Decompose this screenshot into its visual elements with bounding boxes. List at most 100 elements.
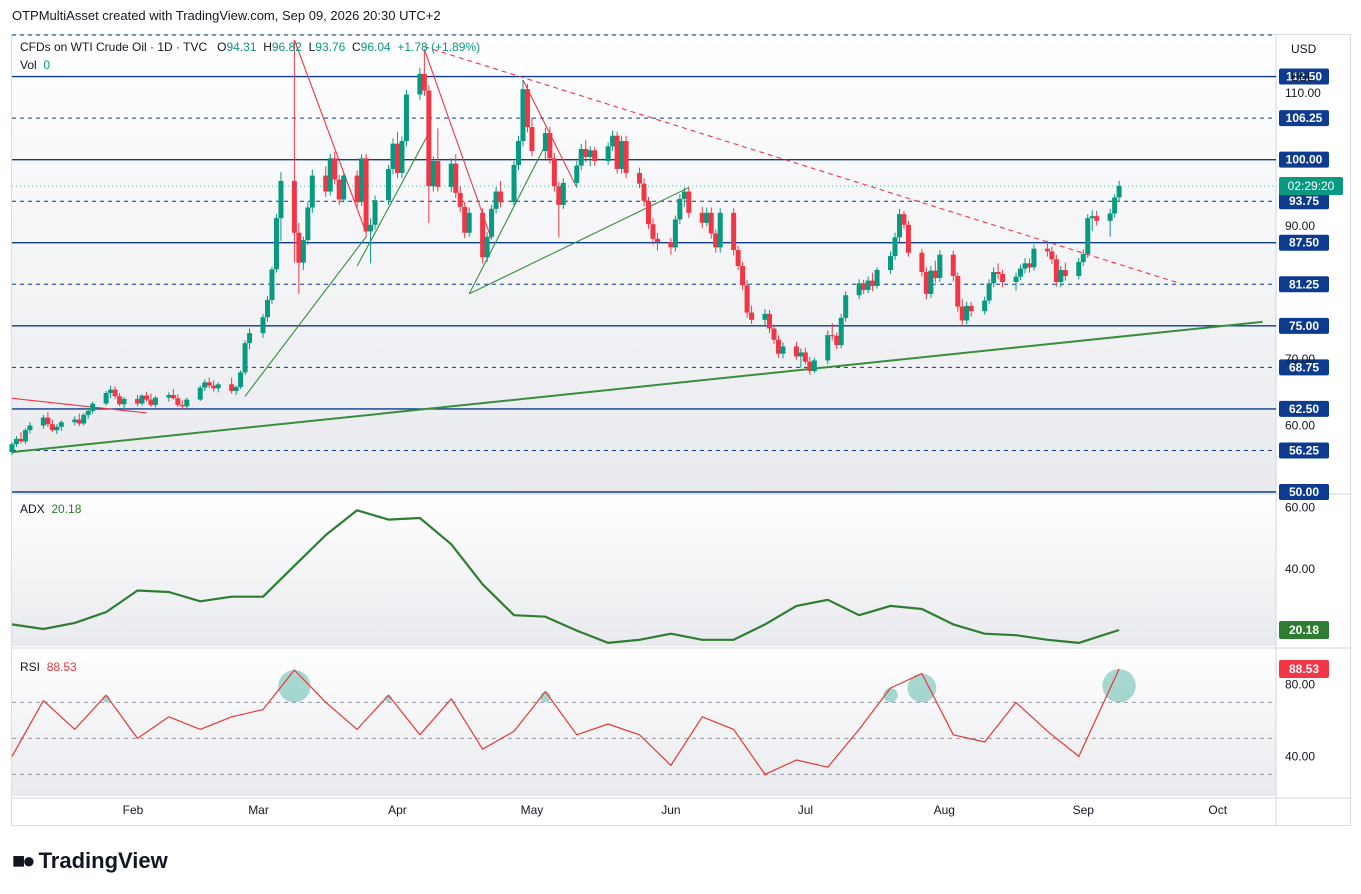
rsi-overbought-fill <box>883 688 898 703</box>
candle-body <box>749 312 755 320</box>
candle-body <box>937 254 943 278</box>
price-level-badge <box>1279 151 1329 168</box>
candle-body <box>1022 263 1028 269</box>
candle-body <box>1026 263 1032 268</box>
tradingview-logo-icon: ■● <box>12 848 36 873</box>
month-label: Feb <box>123 803 144 817</box>
change-value: +1.78 (+1.89%) <box>397 40 481 54</box>
candle-body <box>135 398 141 404</box>
candle-body <box>1044 248 1050 252</box>
volume-label[interactable]: Vol <box>20 58 37 72</box>
rsi-label[interactable]: RSI <box>20 660 41 674</box>
adx-label[interactable]: ADX <box>20 502 45 516</box>
candle-body <box>148 399 154 405</box>
candle-body <box>18 438 24 442</box>
candle-body <box>264 299 270 318</box>
symbol-name[interactable]: CFDs on WTI Crude Oil · 1D · TVC <box>20 40 208 54</box>
candle-body <box>448 163 454 187</box>
candle-body <box>484 236 490 258</box>
candle-body <box>645 200 651 225</box>
candle-body <box>950 254 956 276</box>
candle-body <box>1031 248 1037 268</box>
candle-body <box>300 240 306 263</box>
candle-body <box>332 158 338 180</box>
candle-body <box>85 410 91 415</box>
candle-body <box>587 150 593 157</box>
candle-body <box>524 89 530 128</box>
candle-body <box>574 165 580 183</box>
candle-body <box>923 271 929 294</box>
price-tick-label: 110.00 <box>1285 86 1321 100</box>
price-level-badge-label: 62.50 <box>1289 402 1319 416</box>
price-level-badge-label: 93.75 <box>1289 194 1319 208</box>
candle-body <box>72 419 78 423</box>
candle-body <box>493 191 499 209</box>
month-label: Oct <box>1208 803 1227 817</box>
candle-body <box>49 424 55 431</box>
price-level-badge <box>1279 110 1329 127</box>
candle-body <box>641 183 647 201</box>
candle-body <box>399 141 405 173</box>
month-label: Aug <box>934 803 955 817</box>
candle-body <box>121 398 127 405</box>
candle-body <box>90 403 96 411</box>
candle-body <box>762 313 768 320</box>
trendline-red <box>11 397 147 414</box>
candle-body <box>515 141 521 165</box>
candle-body <box>870 280 876 286</box>
candle-body <box>771 328 777 340</box>
price-tick-label: 70.00 <box>1285 352 1315 366</box>
candle-body <box>717 212 723 248</box>
candle-body <box>363 158 369 232</box>
candle-body <box>238 372 244 387</box>
candle-body <box>45 417 51 425</box>
rsi-tick-label: 80.00 <box>1285 677 1315 691</box>
candle-body <box>888 256 894 270</box>
candle-body <box>1058 269 1064 282</box>
measure-unit[interactable]: BBL <box>1291 70 1314 84</box>
candle-body <box>233 386 239 391</box>
candle-body <box>704 212 710 223</box>
candle-body <box>166 394 172 398</box>
candle-body <box>202 382 208 388</box>
candle-body <box>291 180 297 233</box>
candle-body <box>457 192 463 207</box>
candle-body <box>296 232 302 263</box>
candle-body <box>81 414 87 424</box>
chart-frame <box>11 34 1351 826</box>
candle-body <box>13 438 19 445</box>
candle-body <box>1013 276 1019 282</box>
adx-value-badge <box>1279 621 1329 640</box>
candle-body <box>435 160 441 187</box>
candle-body <box>1049 251 1055 260</box>
candle-body <box>117 396 123 405</box>
candle-body <box>610 135 616 147</box>
candle-body <box>542 133 548 152</box>
adx-series-line <box>11 509 1120 644</box>
candle-body <box>54 426 60 431</box>
candle-body <box>668 242 674 248</box>
candle-body <box>242 343 248 373</box>
trendline-red <box>424 46 1178 284</box>
candle-body <box>838 317 844 346</box>
adx-pane-background <box>12 495 1276 646</box>
month-label: Apr <box>388 803 407 817</box>
logo-text: TradingView <box>38 848 168 873</box>
candle-body <box>327 158 333 192</box>
price-tick-label: 60.00 <box>1285 419 1315 433</box>
price-level-badge-label: 87.50 <box>1289 236 1319 250</box>
candle-body <box>592 150 598 161</box>
candle-body <box>865 280 871 290</box>
candle-body <box>394 143 400 173</box>
candle-body <box>40 417 46 426</box>
candle-body <box>143 395 149 400</box>
price-level-badge <box>1279 400 1329 417</box>
candle-body <box>583 149 589 157</box>
price-level-badge-label: 112.50 <box>1286 70 1322 84</box>
price-level-badge <box>1279 234 1329 251</box>
currency-unit[interactable]: USD <box>1291 42 1317 56</box>
candle-body <box>354 175 360 203</box>
month-label: Jun <box>661 803 680 817</box>
month-label: Mar <box>248 803 269 817</box>
